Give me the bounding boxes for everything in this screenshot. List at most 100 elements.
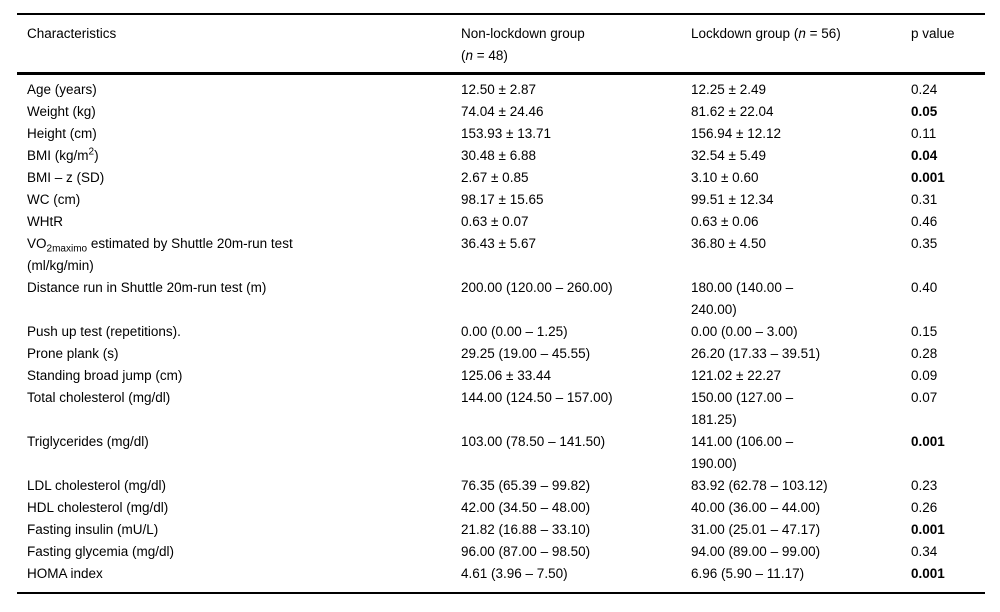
table-row: BMI – z (SD) 2.67 ± 0.85 3.10 ± 0.60 0.001 <box>17 167 985 189</box>
header-characteristics: Characteristics <box>17 14 451 75</box>
cell-p-value: 0.23 <box>911 478 938 493</box>
cell-lockdown: 121.02 ± 22.27 <box>691 368 781 383</box>
cell-p-value: 0.31 <box>911 192 938 207</box>
cell-lockdown: 99.51 ± 12.34 <box>691 192 774 207</box>
header-p-value: p value <box>901 14 985 75</box>
cell-lockdown: 94.00 (89.00 – 99.00) <box>691 544 821 559</box>
header-lockdown-group: Lockdown group (n = 56) <box>681 14 901 75</box>
cell-non-lockdown: 76.35 (65.39 – 99.82) <box>461 478 591 493</box>
cell-non-lockdown: 0.63 ± 0.07 <box>461 214 529 229</box>
cell-non-lockdown: 74.04 ± 24.46 <box>461 104 544 119</box>
row-label: Weight (kg) <box>27 104 96 119</box>
cell-p-value: 0.001 <box>911 566 945 581</box>
cell-lockdown: 32.54 ± 5.49 <box>691 148 766 163</box>
cell-p-value: 0.46 <box>911 214 938 229</box>
row-label: Triglycerides (mg/dl) <box>27 434 149 449</box>
table-row: LDL cholesterol (mg/dl) 76.35 (65.39 – 99… <box>17 475 985 497</box>
cell-p-value: 0.26 <box>911 500 938 515</box>
header-row: Characteristics Non-lockdown group (n = 4… <box>17 14 985 75</box>
row-label: Age (years) <box>27 82 97 97</box>
cell-lockdown: 150.00 (127.00 – 181.25) <box>691 390 794 427</box>
table-row: Standing broad jump (cm) 125.06 ± 33.44 12… <box>17 365 985 387</box>
row-label: HDL cholesterol (mg/dl) <box>27 500 169 515</box>
header-lockdown-pre: Lockdown group ( <box>691 26 799 41</box>
cell-non-lockdown: 153.93 ± 13.71 <box>461 126 551 141</box>
row-label: Push up test (repetitions). <box>27 324 181 339</box>
row-label-text: BMI (kg/m <box>27 148 89 163</box>
cell-non-lockdown: 42.00 (34.50 – 48.00) <box>461 500 591 515</box>
table-row: VO2maximo estimated by Shuttle 20m-run t… <box>17 233 985 277</box>
cell-non-lockdown: 29.25 (19.00 – 45.55) <box>461 346 591 361</box>
cell-lockdown: 0.00 (0.00 – 3.00) <box>691 324 798 339</box>
table-container: Characteristics Non-lockdown group (n = 4… <box>17 13 1000 594</box>
cell-non-lockdown: 12.50 ± 2.87 <box>461 82 536 97</box>
header-non-lockdown-n-italic: n <box>465 48 474 63</box>
cell-p-value: 0.04 <box>911 148 938 163</box>
row-label: Fasting glycemia (mg/dl) <box>27 544 175 559</box>
cell-lockdown: 0.63 ± 0.06 <box>691 214 759 229</box>
cell-non-lockdown: 4.61 (3.96 – 7.50) <box>461 566 568 581</box>
row-label: VO2maximo estimated by Shuttle 20m-run t… <box>17 233 451 277</box>
cell-non-lockdown: 30.48 ± 6.88 <box>461 148 536 163</box>
characteristics-table: Characteristics Non-lockdown group (n = 4… <box>17 13 985 594</box>
cell-p-value: 0.001 <box>911 434 945 449</box>
header-non-lockdown-line1: Non-lockdown group <box>461 26 585 41</box>
cell-non-lockdown: 144.00 (124.50 – 157.00) <box>461 390 613 405</box>
table-row: Weight (kg) 74.04 ± 24.46 81.62 ± 22.04 0.0… <box>17 101 985 123</box>
table-row: Triglycerides (mg/dl) 103.00 (78.50 – 141… <box>17 431 985 475</box>
table-row: HDL cholesterol (mg/dl) 42.00 (34.50 – 48… <box>17 497 985 519</box>
header-non-lockdown-rest: = 48) <box>473 48 508 63</box>
cell-non-lockdown: 98.17 ± 15.65 <box>461 192 544 207</box>
cell-non-lockdown: 103.00 (78.50 – 141.50) <box>461 434 606 449</box>
row-label: Standing broad jump (cm) <box>27 368 183 383</box>
cell-lockdown: 81.62 ± 22.04 <box>691 104 774 119</box>
row-label-text: VO <box>27 236 47 251</box>
row-label-text: estimated by Shuttle 20m-run test (ml/kg… <box>27 236 293 273</box>
cell-p-value: 0.001 <box>911 170 945 185</box>
cell-p-value: 0.07 <box>911 390 938 405</box>
table-body: Age (years) 12.50 ± 2.87 12.25 ± 2.49 0.24 W… <box>17 74 985 594</box>
cell-p-value: 0.11 <box>911 126 937 141</box>
table-header: Characteristics Non-lockdown group (n = 4… <box>17 14 985 75</box>
cell-lockdown: 156.94 ± 12.12 <box>691 126 781 141</box>
cell-lockdown: 3.10 ± 0.60 <box>691 170 759 185</box>
table-row: Push up test (repetitions). 0.00 (0.00 – … <box>17 321 985 343</box>
cell-lockdown: 36.80 ± 4.50 <box>691 236 766 251</box>
table-row: Age (years) 12.50 ± 2.87 12.25 ± 2.49 0.24 <box>17 74 985 102</box>
table-row: BMI (kg/m2) 30.48 ± 6.88 32.54 ± 5.49 0.04 <box>17 145 985 167</box>
row-label-subscript: 2maximo <box>46 243 88 255</box>
cell-p-value: 0.05 <box>911 104 938 119</box>
cell-lockdown: 12.25 ± 2.49 <box>691 82 766 97</box>
table-row: WHtR 0.63 ± 0.07 0.63 ± 0.06 0.46 <box>17 211 985 233</box>
row-label: WC (cm) <box>27 192 81 207</box>
cell-p-value: 0.24 <box>911 82 938 97</box>
cell-lockdown: 83.92 (62.78 – 103.12) <box>691 478 828 493</box>
table-row: Distance run in Shuttle 20m-run test (m)… <box>17 277 985 321</box>
cell-p-value: 0.15 <box>911 324 938 339</box>
cell-lockdown: 141.00 (106.00 – 190.00) <box>691 434 794 471</box>
cell-lockdown: 40.00 (36.00 – 44.00) <box>691 500 821 515</box>
table-row: HOMA index 4.61 (3.96 – 7.50) 6.96 (5.90 –… <box>17 563 985 593</box>
cell-lockdown: 6.96 (5.90 – 11.17) <box>691 566 805 581</box>
row-label: LDL cholesterol (mg/dl) <box>27 478 167 493</box>
cell-non-lockdown: 125.06 ± 33.44 <box>461 368 551 383</box>
cell-non-lockdown: 0.00 (0.00 – 1.25) <box>461 324 568 339</box>
cell-lockdown: 26.20 (17.33 – 39.51) <box>691 346 821 361</box>
row-label: Prone plank (s) <box>27 346 119 361</box>
cell-lockdown: 31.00 (25.01 – 47.17) <box>691 522 821 537</box>
row-label: Fasting insulin (mU/L) <box>27 522 159 537</box>
cell-p-value: 0.35 <box>911 236 938 251</box>
header-non-lockdown-group: Non-lockdown group (n = 48) <box>451 14 681 75</box>
row-label-supscript: 2 <box>88 146 95 158</box>
cell-non-lockdown: 96.00 (87.00 – 98.50) <box>461 544 591 559</box>
cell-lockdown: 180.00 (140.00 – 240.00) <box>691 280 794 317</box>
table-row: Total cholesterol (mg/dl) 144.00 (124.50 … <box>17 387 985 431</box>
table-row: Fasting insulin (mU/L) 21.82 (16.88 – 33.… <box>17 519 985 541</box>
header-non-lockdown-paren: ( <box>461 48 466 63</box>
table-row: Fasting glycemia (mg/dl) 96.00 (87.00 – 9… <box>17 541 985 563</box>
cell-non-lockdown: 21.82 (16.88 – 33.10) <box>461 522 591 537</box>
table-row: Height (cm) 153.93 ± 13.71 156.94 ± 12.12 0… <box>17 123 985 145</box>
table-row: WC (cm) 98.17 ± 15.65 99.51 ± 12.34 0.31 <box>17 189 985 211</box>
cell-non-lockdown: 36.43 ± 5.67 <box>461 236 536 251</box>
row-label: HOMA index <box>27 566 103 581</box>
